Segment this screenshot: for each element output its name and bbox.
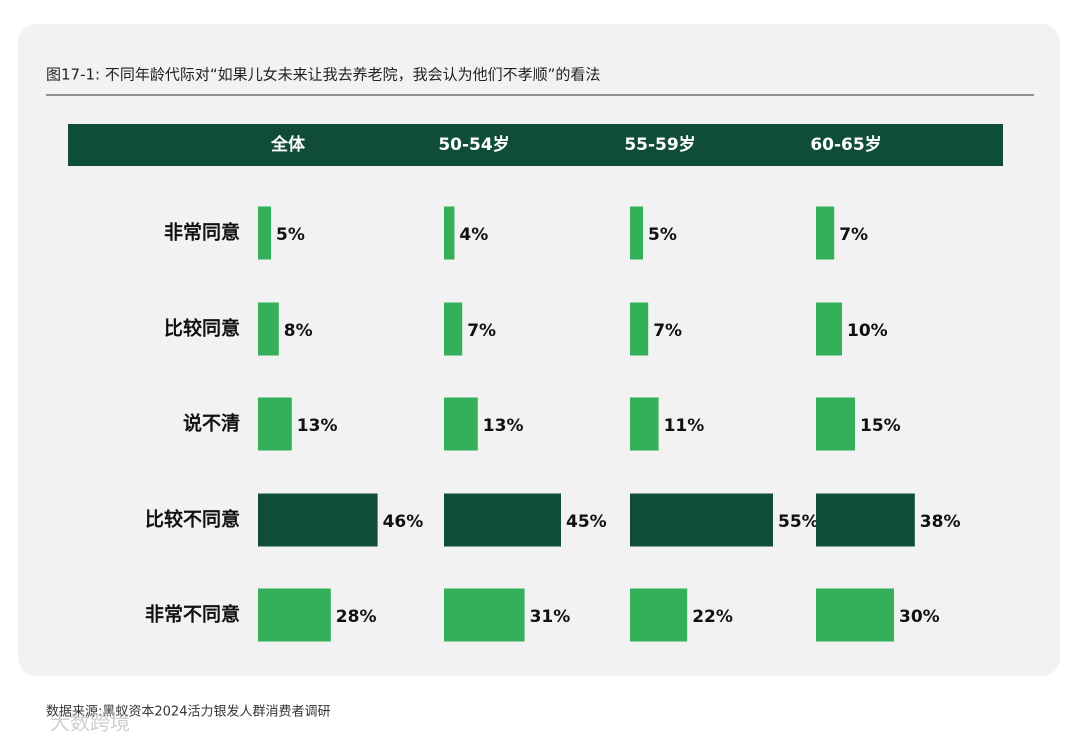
bar <box>816 588 894 642</box>
value-label: 45% <box>566 512 607 532</box>
row-label: 非常同意 <box>164 221 240 244</box>
header-band <box>68 124 1003 166</box>
column-header: 55-59岁 <box>624 134 695 155</box>
value-label: 11% <box>664 416 705 436</box>
bar <box>816 206 835 260</box>
bar <box>630 302 649 356</box>
value-label: 5% <box>276 225 305 245</box>
value-label: 5% <box>648 225 677 245</box>
bar <box>816 397 855 451</box>
value-label: 8% <box>284 321 313 341</box>
bar <box>630 588 688 642</box>
value-label: 30% <box>899 607 940 627</box>
card <box>18 24 1060 676</box>
bar <box>258 588 331 642</box>
value-label: 4% <box>459 225 488 245</box>
value-label: 38% <box>920 512 961 532</box>
bar <box>258 397 292 451</box>
value-label: 13% <box>297 416 338 436</box>
row-label: 比较不同意 <box>145 508 240 531</box>
bar <box>816 302 842 356</box>
value-label: 7% <box>839 225 868 245</box>
row-label: 非常不同意 <box>145 603 240 626</box>
value-label: 55% <box>778 512 819 532</box>
value-label: 7% <box>467 321 496 341</box>
bar <box>258 302 279 356</box>
bar <box>444 397 478 451</box>
bar <box>630 397 659 451</box>
bar <box>444 206 455 260</box>
bar <box>630 206 643 260</box>
bar <box>630 493 773 547</box>
value-label: 46% <box>383 512 424 532</box>
column-header: 60-65岁 <box>810 134 881 155</box>
column-header: 50-54岁 <box>438 134 509 155</box>
watermark: 大数跨境 <box>50 711 130 735</box>
value-label: 10% <box>847 321 888 341</box>
value-label: 28% <box>336 607 377 627</box>
value-label: 7% <box>653 321 682 341</box>
value-label: 15% <box>860 416 901 436</box>
value-label: 13% <box>483 416 524 436</box>
source: 数据来源:黑蚁资本2024活力银发人群消费者调研 <box>46 704 330 720</box>
bar <box>258 206 271 260</box>
row-label: 说不清 <box>183 412 240 435</box>
row-label: 比较同意 <box>164 317 240 340</box>
bar <box>444 493 561 547</box>
column-header: 全体 <box>270 134 306 155</box>
bar <box>258 493 378 547</box>
bar <box>444 302 463 356</box>
value-label: 31% <box>530 607 571 627</box>
bar <box>816 493 915 547</box>
bar <box>444 588 525 642</box>
value-label: 22% <box>692 607 733 627</box>
chart-title: 图17-1: 不同年龄代际对“如果儿女未来让我去养老院，我会认为他们不孝顺”的看… <box>46 66 600 84</box>
